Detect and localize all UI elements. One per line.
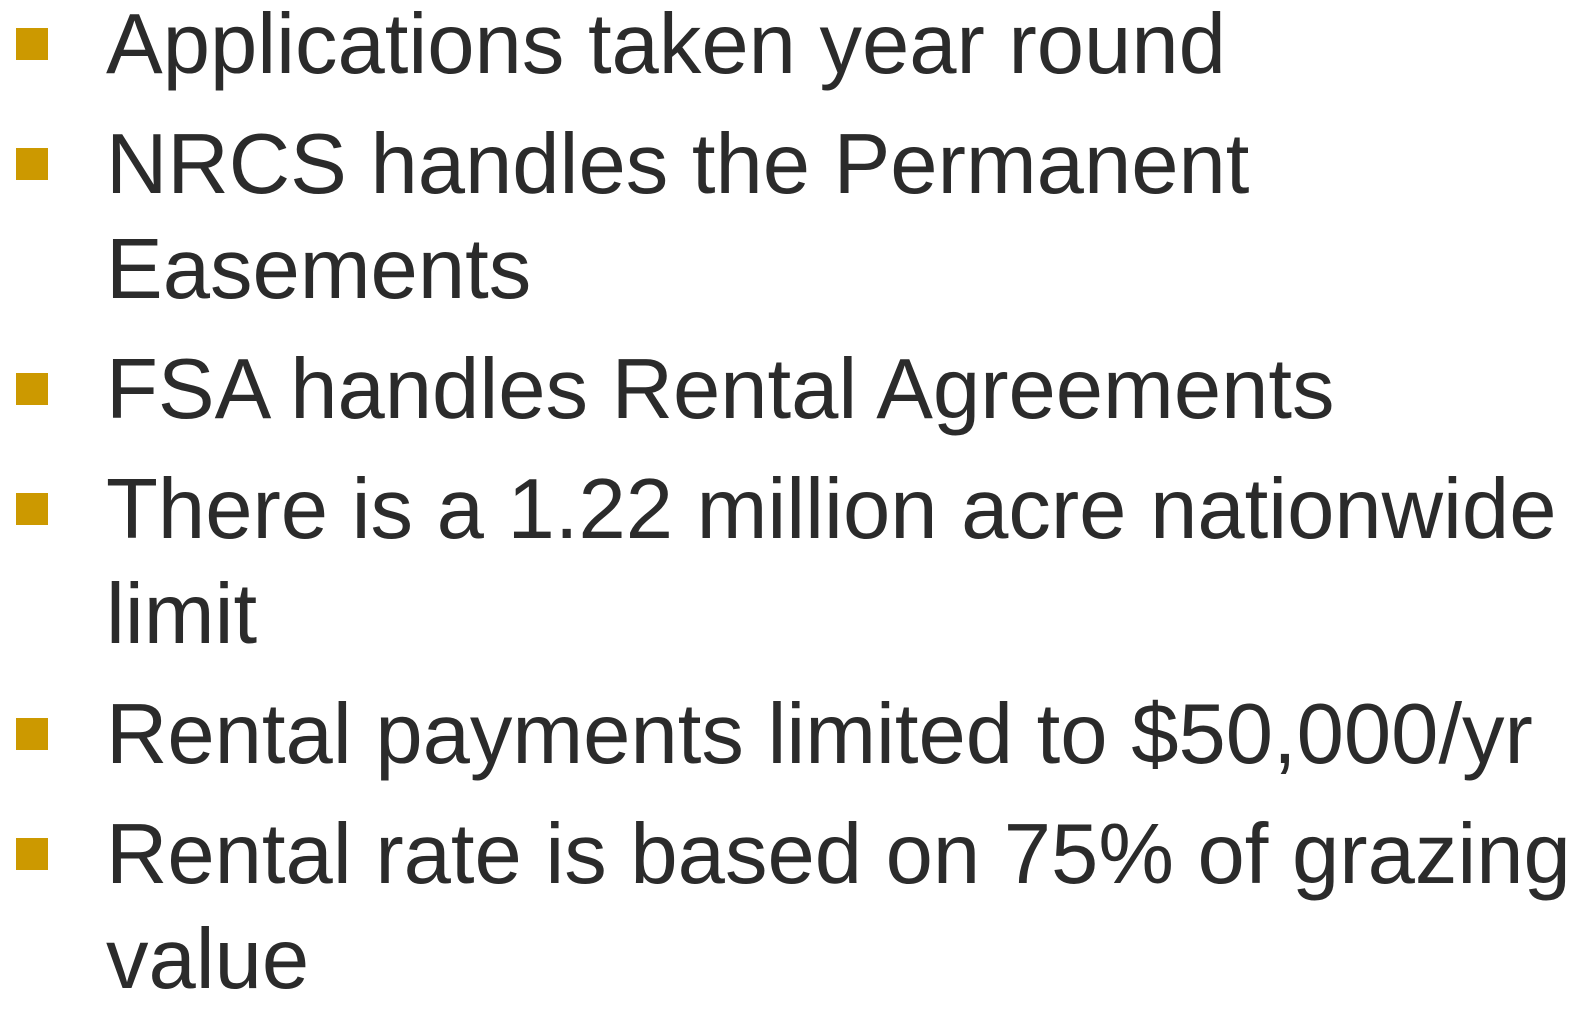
bullet-item: Rental rate is based on 75% of grazing v… (0, 802, 1583, 1012)
bullet-text: NRCS handles the Permanent Easements (106, 117, 1250, 317)
bullet-item: Applications taken year round (0, 0, 1583, 97)
bullet-marker (16, 28, 48, 60)
bullet-text: FSA handles Rental Agreements (106, 342, 1335, 437)
bullet-text: Rental payments limited to $50,000/yr (106, 687, 1533, 782)
bullet-text: Applications taken year round (106, 0, 1226, 92)
slide: Applications taken year round NRCS handle… (16, 0, 1571, 1007)
bullet-item: NRCS handles the Permanent Easements (0, 112, 1583, 322)
bullet-item: There is a 1.22 million acre nationwide … (0, 457, 1583, 667)
bullet-item: Rental payments limited to $50,000/yr (0, 682, 1583, 787)
bullet-marker (16, 718, 48, 750)
bullet-marker (16, 373, 48, 405)
bullet-text: There is a 1.22 million acre nationwide … (106, 462, 1557, 662)
bullet-item: FSA handles Rental Agreements (0, 337, 1583, 442)
bullet-text: Rental rate is based on 75% of grazing v… (106, 807, 1571, 1007)
bullet-marker (16, 148, 48, 180)
bullet-marker (16, 493, 48, 525)
bullet-marker (16, 838, 48, 870)
